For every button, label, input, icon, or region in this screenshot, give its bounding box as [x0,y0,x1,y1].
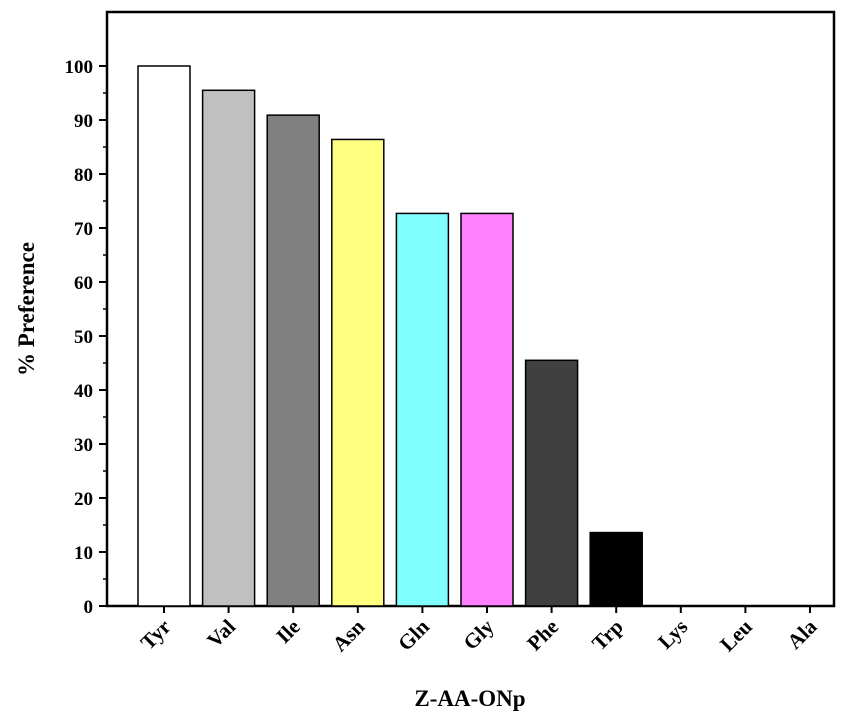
x-tick-label-trp: Trp [587,615,628,656]
y-tick-label: 100 [65,57,94,78]
bar-ile [266,114,320,607]
y-tick-label: 60 [74,273,93,294]
x-tick-label-val: Val [202,614,240,652]
y-tick-label: 10 [74,543,93,564]
y-tick-label: 50 [74,327,93,348]
bar-val [201,89,256,607]
x-tick-label-gly: Gly [458,614,498,654]
bar-tyr [137,65,191,607]
x-tick-label-ala: Ala [782,614,822,654]
y-axis-title: % Preference [14,242,39,376]
bar-asn [331,138,385,607]
x-tick-label-gln: Gln [393,614,434,655]
bar-gly [460,212,514,607]
y-tick-label: 70 [74,219,93,240]
y-tick-label: 20 [74,489,93,510]
x-tick-label-phe: Phe [522,615,563,656]
bar-trp [589,531,643,607]
x-tick-label-ile: Ile [271,615,304,648]
x-tick-label-lys: Lys [653,615,692,654]
bar-phe [524,359,579,607]
bar-gln [395,212,450,607]
y-tick-label: 40 [74,381,93,402]
y-tick-label: 30 [74,435,93,456]
x-axis-title: Z-AA-ONp [414,686,525,711]
x-tick-label-asn: Asn [328,614,370,656]
x-axis-labels: Tyr Val Ile Asn Gln Gly Phe Trp Lys Leu Ala [136,606,822,656]
y-axis-ticks: 0 10 20 30 40 50 60 70 80 90 100 [65,57,107,618]
y-tick-label: 90 [74,111,93,132]
y-tick-label: 80 [74,165,93,186]
y-tick-label: 0 [84,597,94,618]
bars-group [137,65,643,607]
x-tick-label-tyr: Tyr [136,615,176,655]
x-tick-label-leu: Leu [715,614,757,656]
